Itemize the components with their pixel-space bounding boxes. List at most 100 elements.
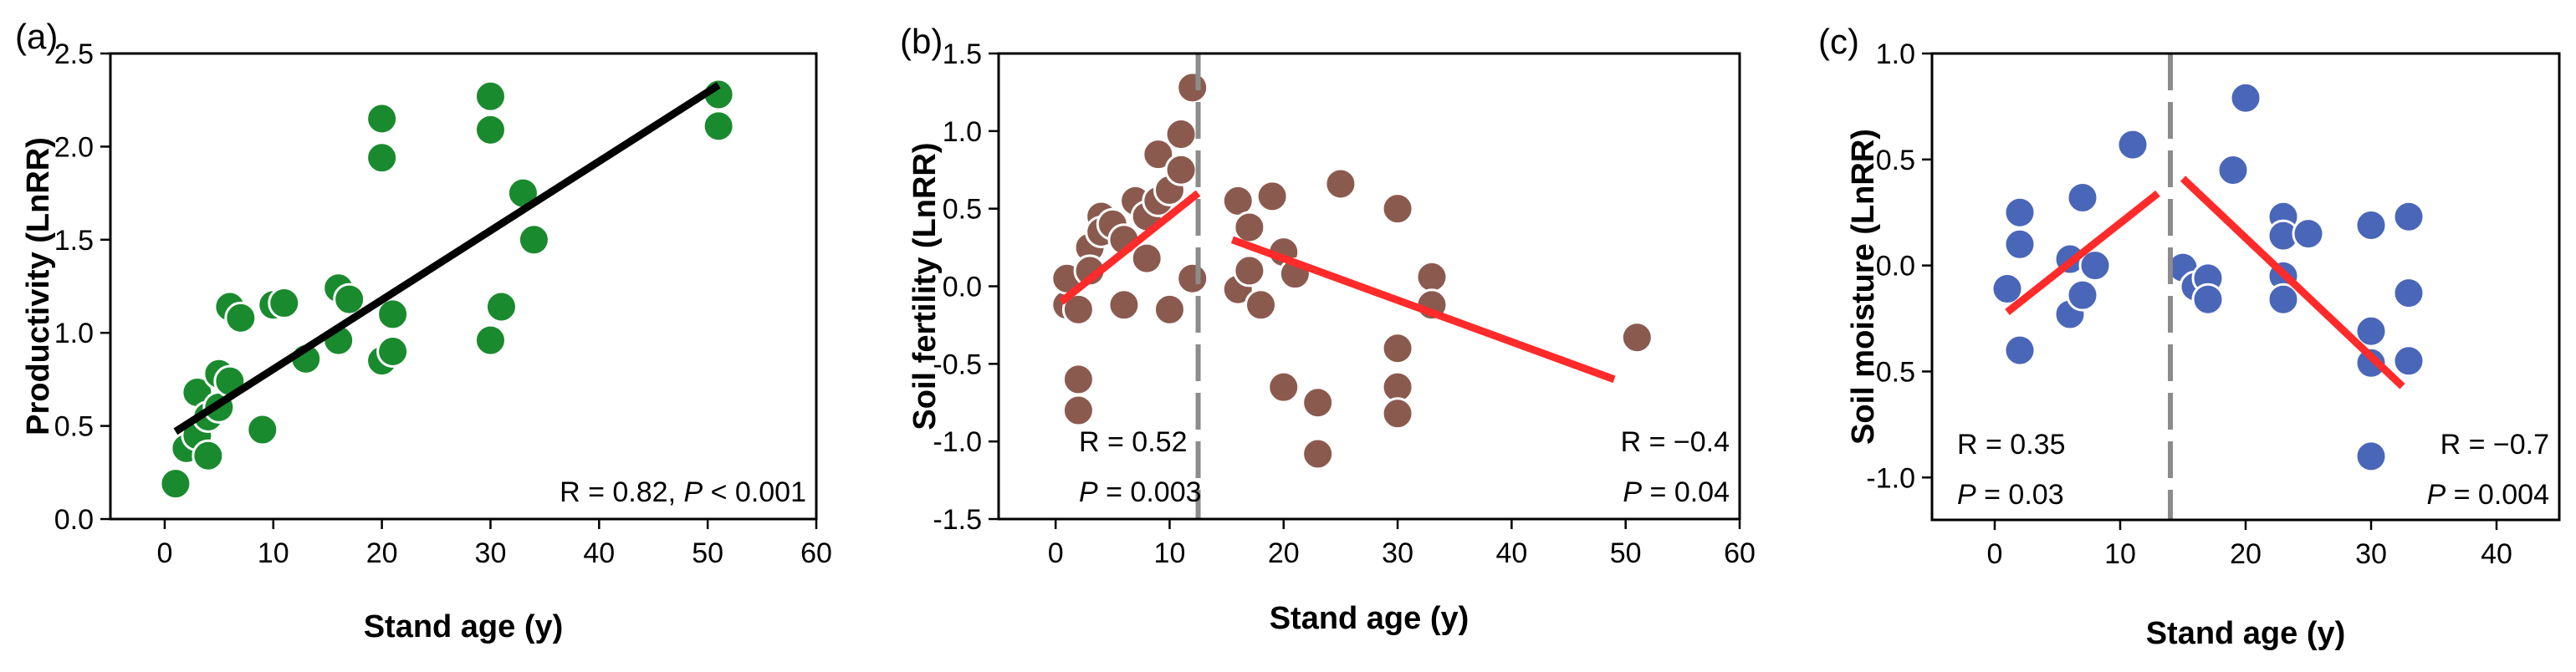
- stat-annotation-part: P: [1079, 476, 1098, 508]
- x-tick-label: 20: [2230, 538, 2262, 570]
- data-point: [1255, 180, 1289, 213]
- data-point: [1381, 332, 1414, 365]
- data-point: [1620, 321, 1653, 354]
- fit-line: [1230, 236, 1616, 384]
- data-point: [1164, 153, 1198, 186]
- x-tick-label: 40: [1495, 537, 1527, 569]
- panel-a: (a) 0 10 20 30 40 50 60 0.0 0.5 1.0 1.5 2.0 2.5 R = 0.…: [15, 17, 832, 644]
- x-tick-label: 10: [1154, 537, 1186, 569]
- fit-line: [2005, 190, 2160, 315]
- panel-letter: (b): [900, 22, 943, 61]
- stat-annotation-part: = 0.04: [1642, 476, 1730, 508]
- y-tick-label: -1.0: [1866, 462, 1915, 494]
- stat-annotation: R = −0.7: [2441, 429, 2549, 461]
- x-axis-title: Stand age (y): [364, 609, 564, 644]
- data-point: [2229, 81, 2262, 115]
- stat-annotation-part: < 0.001: [703, 476, 806, 508]
- data-point: [333, 283, 366, 316]
- stat-annotation: R = 0.82, P < 0.001: [560, 476, 806, 508]
- data-point: [1061, 394, 1095, 427]
- x-tick-label: 20: [366, 537, 398, 569]
- stat-annotation-part: R = −0.7: [2441, 429, 2549, 461]
- data-point: [1245, 288, 1278, 322]
- stat-annotation-part: = 0.03: [1976, 479, 2064, 511]
- y-tick-label: 1.5: [943, 38, 982, 70]
- y-tick-label: 0.0: [1876, 251, 1915, 283]
- x-tick-label: 0: [156, 537, 172, 569]
- data-point: [1991, 272, 2024, 306]
- data-point: [2003, 196, 2037, 229]
- stat-annotation: R = 0.35: [1957, 429, 2065, 461]
- data-point: [246, 413, 279, 446]
- data-point: [517, 223, 550, 257]
- y-tick-label: 1.0: [943, 116, 982, 148]
- data-point: [473, 323, 507, 357]
- data-point: [1153, 293, 1186, 326]
- data-point: [2078, 249, 2112, 283]
- data-point: [2354, 346, 2388, 379]
- data-point: [1233, 254, 1266, 288]
- y-tick-label: -1.0: [933, 426, 982, 458]
- data-point: [1415, 260, 1449, 293]
- data-point: [1061, 363, 1095, 396]
- stat-annotation: P = 0.004: [2426, 479, 2549, 511]
- panel-c: (c) 0 10 20 30 40 -1.0 -0.5 0.0 0.5 1.0 R = 0.35 P =…: [1818, 22, 2561, 651]
- plot-frame: [997, 52, 1741, 521]
- x-tick-label: 20: [1268, 537, 1300, 569]
- x-tick-label: 30: [475, 537, 507, 569]
- data-point: [2392, 277, 2425, 310]
- stat-annotation-part: = 0.004: [2446, 479, 2549, 511]
- data-point: [1164, 118, 1198, 151]
- stat-annotation-part: = 0.003: [1098, 476, 1202, 508]
- y-tick-label: 1.0: [1876, 38, 1915, 70]
- panel-b: (b) 0 10 20 30 40 50 60 -1.5 -1.0 -0.5 0.0 0.5 1.0 1.5…: [900, 22, 1756, 636]
- y-tick-label: 0.5: [54, 411, 94, 443]
- data-point: [1107, 288, 1141, 322]
- stat-annotation: P = 0.003: [1079, 476, 1202, 508]
- stat-annotation-part: R = 0.82,: [560, 476, 683, 508]
- data-point: [2292, 217, 2325, 251]
- stat-annotation-part: R = 0.52: [1079, 426, 1187, 458]
- data-point: [365, 102, 399, 135]
- data-point: [1176, 71, 1209, 104]
- data-point: [268, 287, 301, 320]
- y-tick-label: 0.0: [54, 504, 94, 536]
- data-point: [2191, 283, 2225, 316]
- stat-annotation-part: R = −0.4: [1621, 426, 1730, 458]
- data-point: [702, 109, 735, 143]
- y-tick-label: 1.5: [54, 225, 94, 257]
- data-point: [224, 301, 258, 334]
- data-point: [1176, 262, 1209, 295]
- stat-annotation-part: P: [683, 476, 703, 508]
- y-tick-label: -0.5: [1866, 356, 1915, 388]
- y-axis-title: Productivity (LnRR): [21, 137, 56, 435]
- x-tick-label: 50: [692, 537, 723, 569]
- y-tick-label: 2.0: [54, 131, 94, 163]
- stat-annotation: P = 0.03: [1957, 479, 2064, 511]
- data-point: [1267, 370, 1301, 404]
- x-tick-label: 0: [1048, 537, 1064, 569]
- data-point: [473, 113, 507, 146]
- y-tick-label: 0.5: [1876, 145, 1915, 176]
- data-point: [2003, 227, 2037, 261]
- stat-annotation: R = −0.4: [1621, 426, 1730, 458]
- x-axis-title: Stand age (y): [1270, 601, 1469, 636]
- data-point: [2354, 314, 2388, 348]
- stat-annotation: R = 0.52: [1079, 426, 1187, 458]
- data-point: [1130, 242, 1163, 275]
- data-point: [2066, 278, 2099, 312]
- data-point: [2354, 208, 2388, 242]
- stat-annotation-part: P: [1957, 479, 1976, 511]
- data-point: [2116, 128, 2149, 161]
- x-tick-label: 60: [800, 537, 832, 569]
- stat-annotation-part: R = 0.35: [1957, 429, 2065, 461]
- x-tick-label: 10: [258, 537, 289, 569]
- data-point: [1301, 386, 1335, 420]
- x-tick-label: 60: [1724, 537, 1756, 569]
- plot-frame: [1930, 52, 2561, 522]
- y-tick-label: 0.0: [943, 272, 982, 303]
- data-point: [2066, 181, 2099, 214]
- stat-annotation: P = 0.04: [1623, 476, 1730, 508]
- data-point: [365, 141, 399, 175]
- y-axis-title: Soil moisture (LnRR): [1846, 129, 1881, 445]
